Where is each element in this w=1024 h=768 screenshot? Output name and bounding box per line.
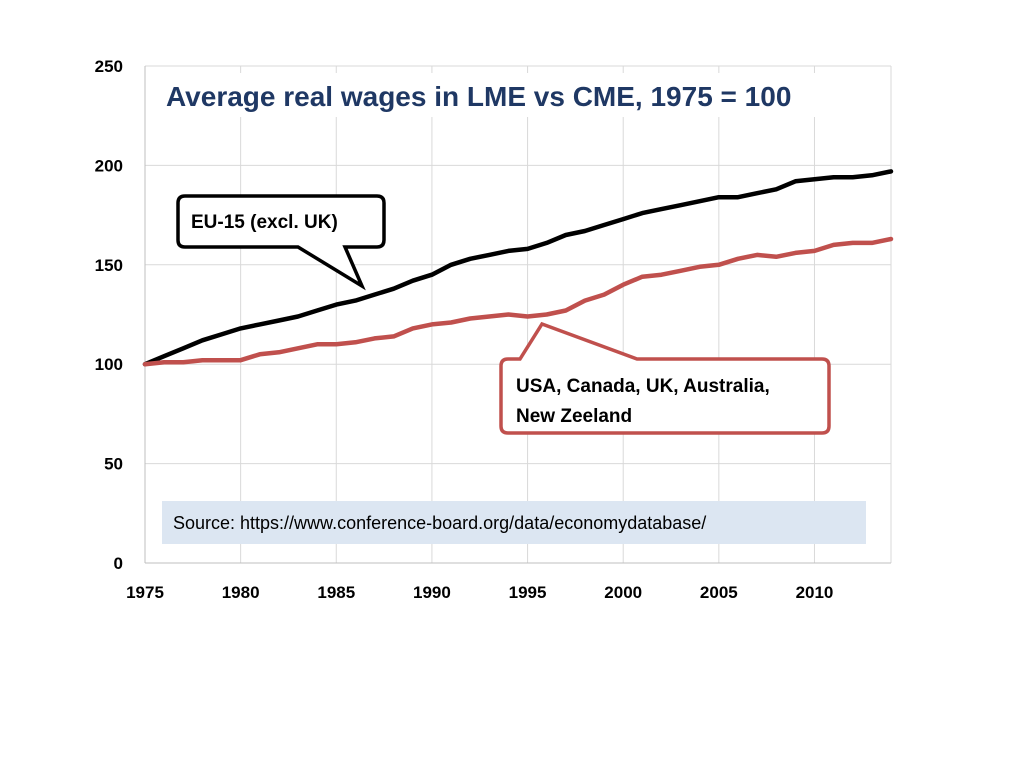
series-line-2: [142, 236, 894, 367]
grid-lines: [145, 65, 892, 563]
y-tick-label: 250: [95, 57, 123, 76]
y-tick-label: 150: [95, 256, 123, 275]
x-tick-label: 1975: [126, 583, 164, 602]
callout-eu15-box: [176, 194, 386, 291]
x-tick-labels: 1975 1980 1985 1990 1995 2000 2005 2010: [126, 583, 833, 602]
callout-eu15-label: EU-15 (excl. UK): [191, 212, 338, 233]
callout-eu15: EU-15 (excl. UK): [176, 194, 386, 291]
series-line-1: [142, 169, 894, 367]
x-tick-label: 1990: [413, 583, 451, 602]
callout-lme-label-line-1: USA, Canada, UK, Australia,: [516, 376, 770, 397]
title-background: [160, 73, 840, 117]
chart-title: Average real wages in LME vs CME, 1975 =…: [166, 81, 791, 112]
x-tick-label: 2000: [604, 583, 642, 602]
callout-lme: USA, Canada, UK, Australia, New Zeeland: [499, 321, 831, 435]
series-lines: [142, 169, 894, 367]
callout-lme-box: [499, 321, 831, 435]
axes: [144, 66, 891, 564]
y-tick-label: 50: [104, 455, 123, 474]
x-tick-label: 2010: [796, 583, 834, 602]
y-tick-label: 0: [114, 554, 123, 573]
source-box: [162, 501, 866, 544]
callout-lme-label-line-2: New Zeeland: [516, 406, 632, 427]
y-tick-labels: 0 50 100 150 200 250: [95, 57, 123, 573]
x-tick-label: 1995: [509, 583, 547, 602]
y-tick-label: 100: [95, 355, 123, 374]
x-tick-label: 2005: [700, 583, 738, 602]
y-tick-label: 200: [95, 156, 123, 175]
source-text: Source: https://www.conference-board.org…: [173, 513, 706, 533]
x-tick-label: 1980: [222, 583, 260, 602]
x-tick-label: 1985: [317, 583, 355, 602]
